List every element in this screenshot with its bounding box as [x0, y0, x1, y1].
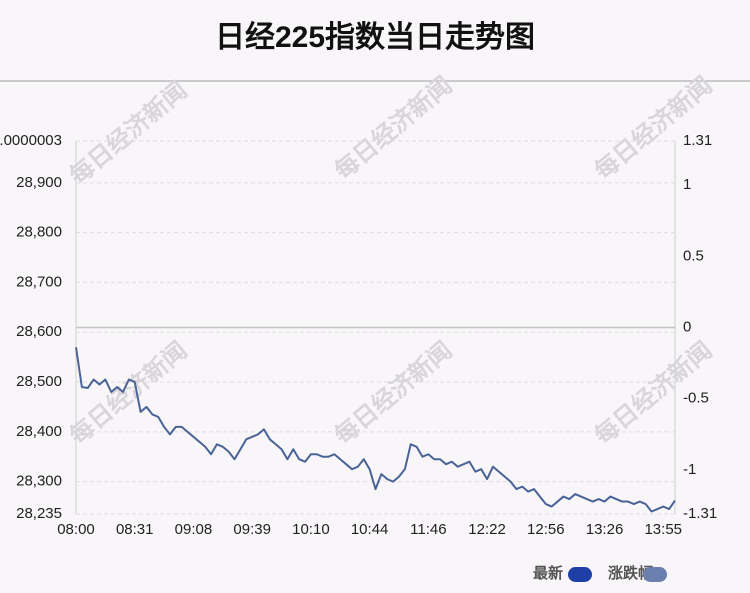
chart-title: 日经225指数当日走势图: [215, 20, 535, 54]
y-tick-label: 28,400: [16, 423, 62, 440]
y2-tick-label: -1.31: [683, 505, 717, 522]
series-line: [75, 347, 676, 513]
y2-tick-label: 0.5: [683, 247, 704, 264]
legend-swatch: [568, 567, 592, 582]
legend-label: 最新: [533, 564, 563, 582]
x-tick-label: 10:44: [351, 521, 389, 538]
legend-swatch: [643, 567, 667, 582]
y-tick-label: 28,900: [16, 174, 62, 191]
x-tick-label: 09:08: [175, 521, 213, 538]
y-tick-label: 28,500: [16, 373, 62, 390]
y-tick-label: 28,800: [16, 224, 62, 241]
x-tick-label: 08:00: [57, 521, 95, 538]
y-tick-label: 28,300: [16, 473, 62, 490]
legend-label: 涨跌幅: [608, 564, 653, 582]
x-tick-label: 12:56: [527, 521, 565, 538]
y2-tick-label: 1: [683, 176, 691, 193]
y-tick-label: 28,235: [16, 505, 62, 522]
x-tick-label: 08:31: [116, 521, 154, 538]
y-tick-label: 28,600: [16, 323, 62, 340]
x-tick-label: 13:55: [644, 521, 682, 538]
x-tick-label: 09:39: [233, 521, 271, 538]
x-tick-label: 12:22: [468, 521, 506, 538]
y2-tick-label: -1: [683, 461, 696, 478]
y2-tick-label: -0.5: [683, 390, 709, 407]
y-tick-label: 28,984.0000003: [0, 132, 62, 149]
x-tick-label: 11:46: [410, 521, 446, 538]
x-tick-label: 10:10: [292, 521, 330, 538]
x-tick-label: 13:26: [586, 521, 624, 538]
y2-tick-label: 0: [683, 318, 691, 335]
y-tick-label: 28,700: [16, 273, 62, 290]
y2-tick-label: 1.31: [683, 132, 712, 149]
